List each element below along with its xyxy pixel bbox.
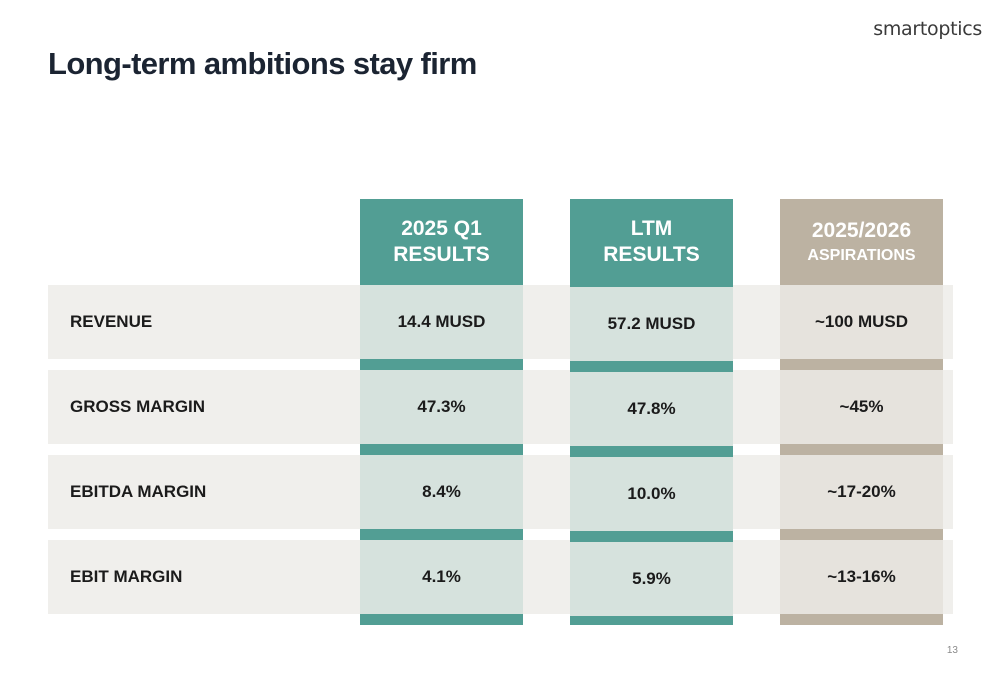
column-2025-q1-results: 2025 Q1 RESULTS 14.4 MUSD 47.3% 8.4% 4.1… [360,199,523,625]
cell-q1-ebit-margin: 4.1% [360,540,523,614]
cell-aspiration-gross-margin: ~45% [780,370,943,444]
cell-ltm-gross-margin: 47.8% [570,372,733,446]
slide-title: Long-term ambitions stay firm [48,46,477,81]
column-header-line2: RESULTS [603,242,700,266]
cell-aspiration-ebitda-margin: ~17-20% [780,455,943,529]
cell-ltm-ebitda-margin: 10.0% [570,457,733,531]
row-label-revenue: REVENUE [70,312,153,331]
cell-q1-revenue: 14.4 MUSD [360,285,523,359]
column-header-line2: ASPIRATIONS [807,246,916,264]
row-label-ebit-margin: EBIT MARGIN [70,567,183,586]
cell-q1-ebitda-margin: 8.4% [360,455,523,529]
page-number: 13 [946,645,958,656]
cell-ltm-ebit-margin: 5.9% [570,542,733,616]
column-header-line1: 2025 Q1 [401,216,482,240]
cell-aspiration-revenue: ~100 MUSD [780,285,943,359]
cell-aspiration-ebit-margin: ~13-16% [780,540,943,614]
row-label-gross-margin: GROSS MARGIN [70,397,206,416]
cell-ltm-revenue: 57.2 MUSD [570,287,733,361]
row-label-ebitda-margin: EBITDA MARGIN [70,482,207,501]
smartoptics-logo: smartoptics [873,18,982,40]
column-header-line2: RESULTS [393,242,490,266]
column-header-ltm: LTM RESULTS [570,199,733,284]
column-header-aspirations: 2025/2026 ASPIRATIONS [780,199,943,284]
column-header-2025-q1: 2025 Q1 RESULTS [360,199,523,284]
column-header-line1: LTM [630,216,673,240]
cell-q1-gross-margin: 47.3% [360,370,523,444]
column-header-line1: 2025/2026 [811,218,912,242]
column-ltm-results: LTM RESULTS 57.2 MUSD 47.8% 10.0% 5.9% [570,199,733,625]
column-2025-2026-aspirations: 2025/2026 ASPIRATIONS ~100 MUSD ~45% ~17… [780,199,943,625]
